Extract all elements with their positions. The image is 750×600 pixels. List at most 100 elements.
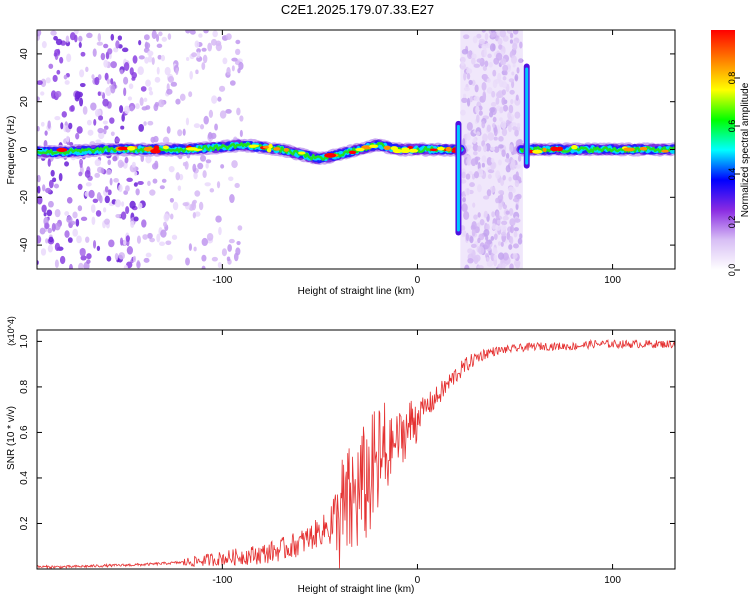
noise-speck xyxy=(119,237,124,246)
ridge-hotspot xyxy=(355,147,365,152)
noise-speck xyxy=(136,235,141,244)
noise-speck xyxy=(92,48,97,57)
noise-speck xyxy=(107,159,112,166)
noise-speck xyxy=(37,174,41,183)
noise-speck xyxy=(85,66,89,73)
noise-speck xyxy=(121,201,125,207)
noise-speck xyxy=(209,188,215,193)
noise-speck xyxy=(217,262,222,268)
noise-speck xyxy=(55,38,63,46)
noise-speck xyxy=(50,169,55,177)
noise-speck xyxy=(37,125,40,132)
noise-speck xyxy=(188,243,193,251)
noise-speck xyxy=(133,182,138,187)
noise-speck xyxy=(52,177,57,183)
noise-speck xyxy=(227,244,232,252)
noise-speck xyxy=(231,65,235,72)
noise-speck xyxy=(121,47,129,53)
noise-speck xyxy=(215,40,222,47)
noise-speck xyxy=(128,83,134,90)
noise-speck xyxy=(143,97,148,103)
noise-speck xyxy=(114,253,119,261)
noise-speck xyxy=(214,123,218,131)
noise-speck xyxy=(149,90,154,96)
noise-speck xyxy=(147,50,154,57)
noise-speck xyxy=(133,171,138,177)
snr-xtick-label: -100 xyxy=(212,575,232,586)
noise-speck xyxy=(145,155,152,164)
noise-speck xyxy=(110,131,115,137)
noise-speck xyxy=(196,51,201,59)
noise-speck xyxy=(48,179,54,189)
noise-speck xyxy=(103,43,109,49)
noise-speck xyxy=(151,163,159,170)
noise-speck xyxy=(158,241,166,247)
noise-speck xyxy=(77,183,83,191)
ridge-hotspot xyxy=(661,149,669,153)
noise-speck xyxy=(41,41,47,49)
noise-speck xyxy=(204,182,211,187)
noise-speck xyxy=(79,97,84,107)
ridge-hotspot xyxy=(268,143,273,149)
noise-speck xyxy=(123,239,127,246)
noise-speck xyxy=(66,196,73,204)
noise-speck xyxy=(66,216,73,224)
ridge-hotspot xyxy=(324,153,337,158)
noise-speck xyxy=(201,237,208,247)
noise-speck xyxy=(234,182,240,189)
noise-speck xyxy=(48,200,54,208)
spectrogram-ytick-label: -20 xyxy=(19,190,30,205)
noise-speck xyxy=(137,180,144,185)
noise-speck xyxy=(54,208,61,218)
noise-speck xyxy=(37,235,42,244)
noise-speck xyxy=(80,255,87,261)
ridge-hotspot xyxy=(192,148,203,152)
noise-speck xyxy=(68,122,73,130)
noise-speck xyxy=(229,194,235,204)
noise-speck xyxy=(109,117,115,124)
noise-speck xyxy=(238,61,244,70)
noise-speck xyxy=(199,124,205,130)
ridge-hotspot xyxy=(623,147,635,152)
noise-speck xyxy=(82,105,88,115)
ridge-hotspot xyxy=(399,148,411,153)
noise-speck xyxy=(40,121,45,127)
noise-speck xyxy=(63,74,68,80)
noise-speck xyxy=(64,230,70,238)
ridge-hotspot xyxy=(298,151,306,155)
noise-speck xyxy=(40,78,47,88)
noise-speck xyxy=(156,34,160,42)
noise-speck xyxy=(96,245,101,251)
snr-multiplier: (x10^4) xyxy=(6,316,16,346)
noise-speck xyxy=(222,57,228,65)
noise-speck xyxy=(39,227,46,235)
snr-xtick-label: 0 xyxy=(415,575,421,586)
noise-speck xyxy=(185,30,191,34)
ridge-hotspot xyxy=(56,147,68,153)
noise-speck xyxy=(147,120,154,126)
noise-speck xyxy=(40,248,47,256)
noise-speck xyxy=(235,48,241,56)
colorbar-tick-label: 0.8 xyxy=(727,72,737,85)
noise-speck xyxy=(105,87,112,97)
noise-speck xyxy=(199,155,207,162)
noise-speck xyxy=(177,185,182,191)
colorbar-tick-label: 0.0 xyxy=(727,264,737,277)
ridge-hotspot xyxy=(383,145,391,151)
noise-speck xyxy=(53,183,60,189)
noise-speck xyxy=(96,192,102,201)
noise-speck xyxy=(100,167,105,174)
noise-speck xyxy=(40,91,45,96)
snr-ytick-label: 0.2 xyxy=(19,516,30,530)
noise-speck xyxy=(44,130,48,136)
noise-speck xyxy=(53,35,58,41)
noise-speck xyxy=(161,36,167,42)
noise-speck xyxy=(154,76,161,83)
noise-speck xyxy=(138,40,142,46)
ridge-hotspot xyxy=(249,144,260,148)
noise-speck xyxy=(205,162,209,169)
noise-speck xyxy=(191,52,197,58)
noise-speck xyxy=(170,81,178,87)
noise-speck xyxy=(175,98,181,105)
noise-speck xyxy=(127,96,133,101)
